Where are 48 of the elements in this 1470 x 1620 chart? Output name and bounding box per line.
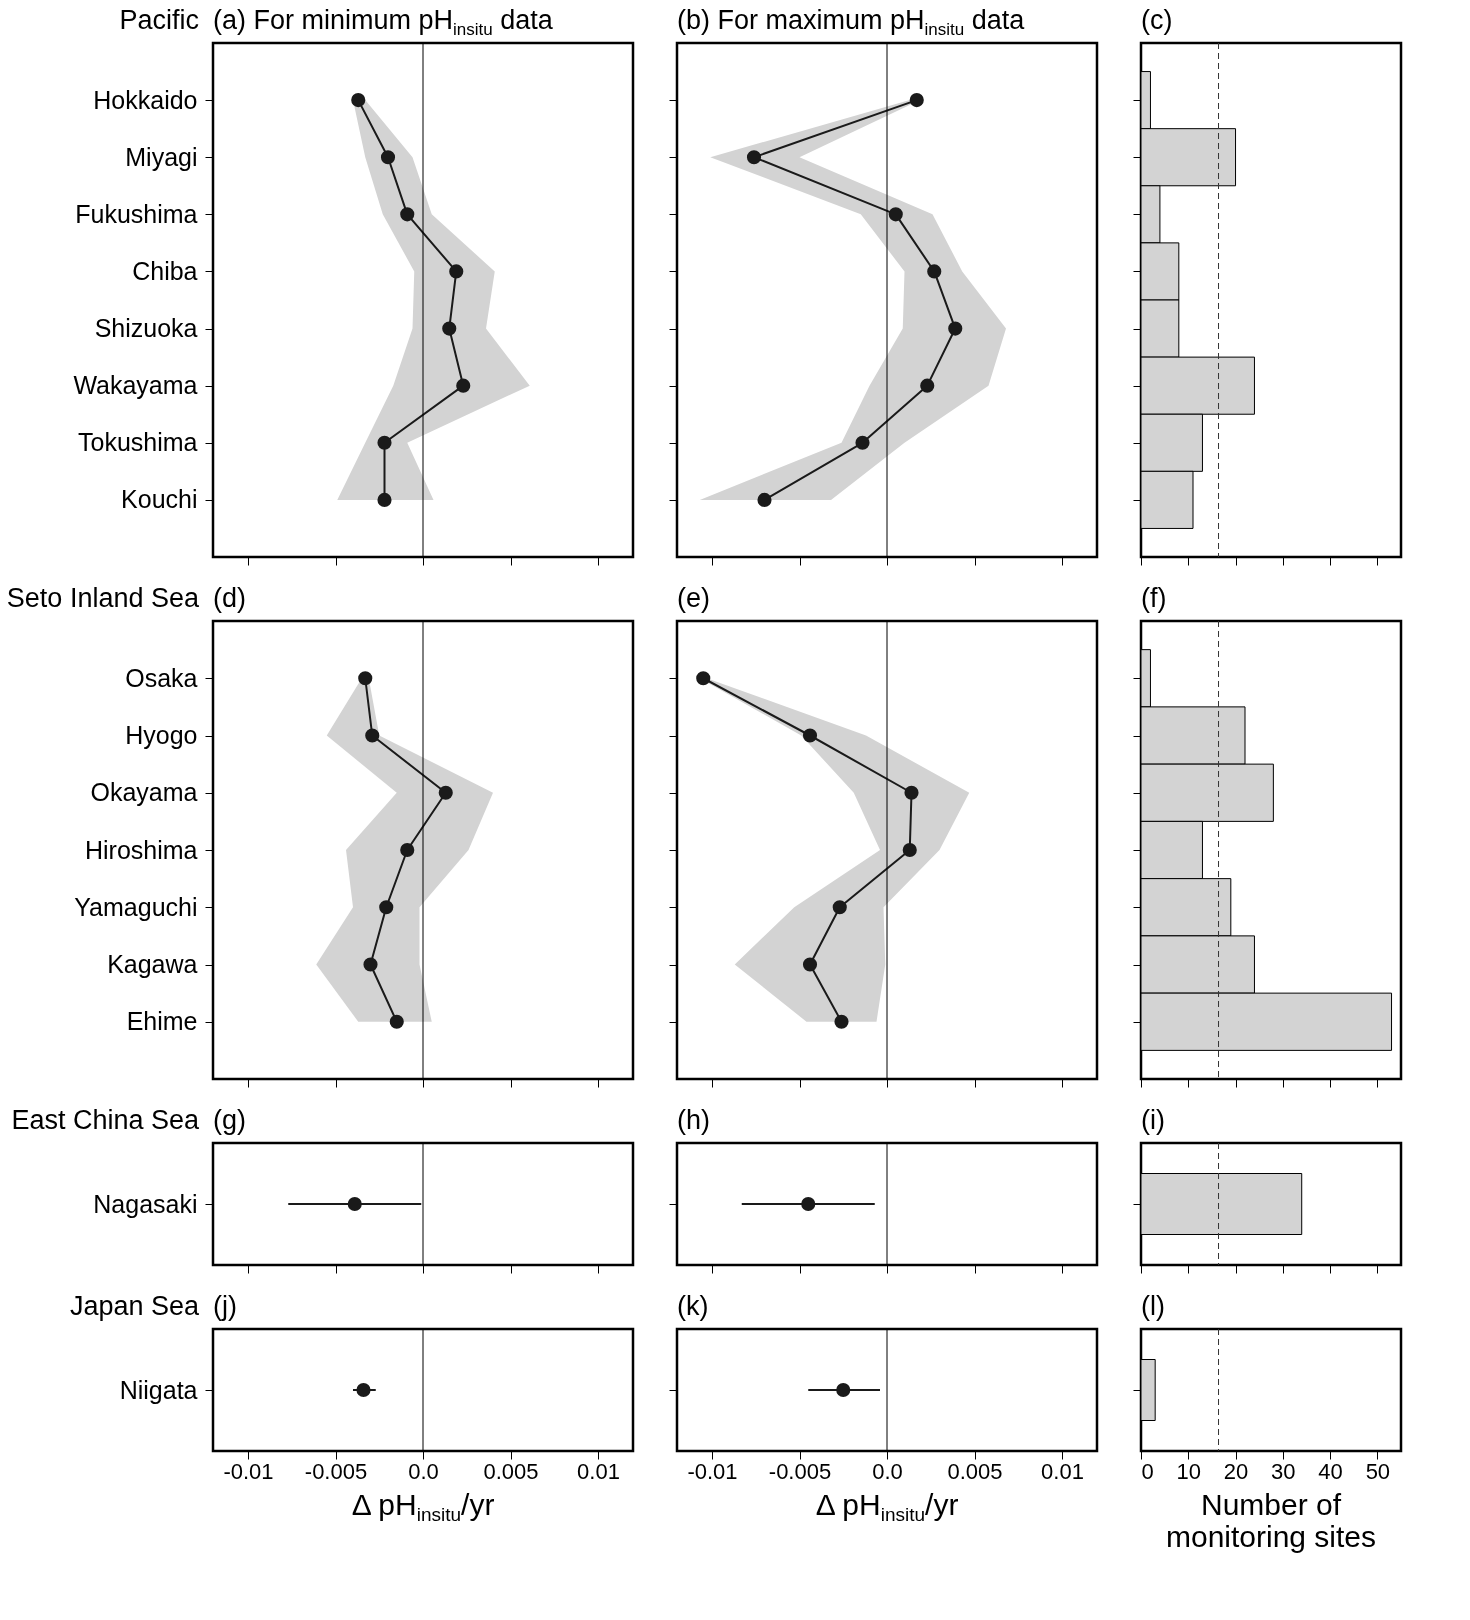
y-tick-label: Fukushima	[75, 199, 198, 228]
x-tick-label: 0.0	[872, 1458, 903, 1484]
chart-title: (g)	[213, 1105, 246, 1135]
chart-title: (d)	[213, 583, 246, 613]
y-tick-label: Kagawa	[107, 950, 198, 978]
x-tick-label: 30	[1271, 1458, 1296, 1484]
x-tick-label: 0.0	[408, 1458, 439, 1484]
y-tick-label: Hyogo	[125, 721, 198, 749]
x-tick-label: 50	[1365, 1458, 1391, 1484]
y-tick-label: Hokkaido	[93, 85, 198, 114]
chart-title: (c)	[1141, 5, 1173, 35]
text: Japan Sea	[69, 1291, 200, 1321]
y-tick-label: Yamaguchi	[74, 892, 198, 921]
y-tick-label: Okayama	[90, 778, 198, 807]
x-tick-label: -0.005	[768, 1458, 832, 1484]
chart-title: (l)	[1141, 1291, 1165, 1321]
chart-title: (j)	[213, 1291, 237, 1321]
y-tick-label: Osaka	[125, 663, 198, 692]
chart-title: (i)	[1141, 1105, 1165, 1135]
x-tick-label: 0.005	[947, 1458, 1003, 1484]
text: Seto Inland Sea	[6, 583, 200, 613]
y-tick-label: Tokushima	[78, 428, 198, 457]
x-tick-label: 10	[1176, 1458, 1202, 1484]
x-tick-label: 0.005	[483, 1458, 539, 1484]
x-axis-title: Number of monitoring sites	[1165, 1488, 1377, 1553]
x-tick-label: 40	[1318, 1458, 1343, 1484]
y-tick-label: Miyagi	[125, 142, 198, 171]
y-tick-label: Niigata	[119, 1375, 198, 1404]
text: East China Sea	[11, 1105, 200, 1135]
x-tick-label: -0.01	[223, 1458, 274, 1484]
chart-title: (h)	[677, 1105, 710, 1135]
y-tick-label: Wakayama	[73, 371, 198, 400]
x-tick-label: -0.005	[304, 1458, 368, 1484]
x-tick-label: -0.01	[687, 1458, 738, 1484]
x-tick-label: 20	[1223, 1458, 1249, 1484]
chart-title: (k)	[677, 1291, 709, 1321]
y-tick-label: Shizuoka	[94, 314, 198, 343]
chart-title: (f)	[1141, 583, 1167, 613]
y-tick-label: Chiba	[132, 256, 198, 285]
x-tick-label: 0.01	[1041, 1458, 1084, 1484]
y-tick-label: Kouchi	[121, 485, 198, 514]
chart-title: (e)	[677, 583, 710, 613]
y-tick-label: Ehime	[126, 1007, 198, 1036]
y-tick-label: Nagasaki	[93, 1189, 198, 1218]
x-tick-label: 0.01	[577, 1458, 620, 1484]
x-tick-label: 0	[1141, 1458, 1154, 1484]
text: Pacific	[119, 5, 199, 35]
y-tick-label: Hiroshima	[84, 835, 198, 864]
